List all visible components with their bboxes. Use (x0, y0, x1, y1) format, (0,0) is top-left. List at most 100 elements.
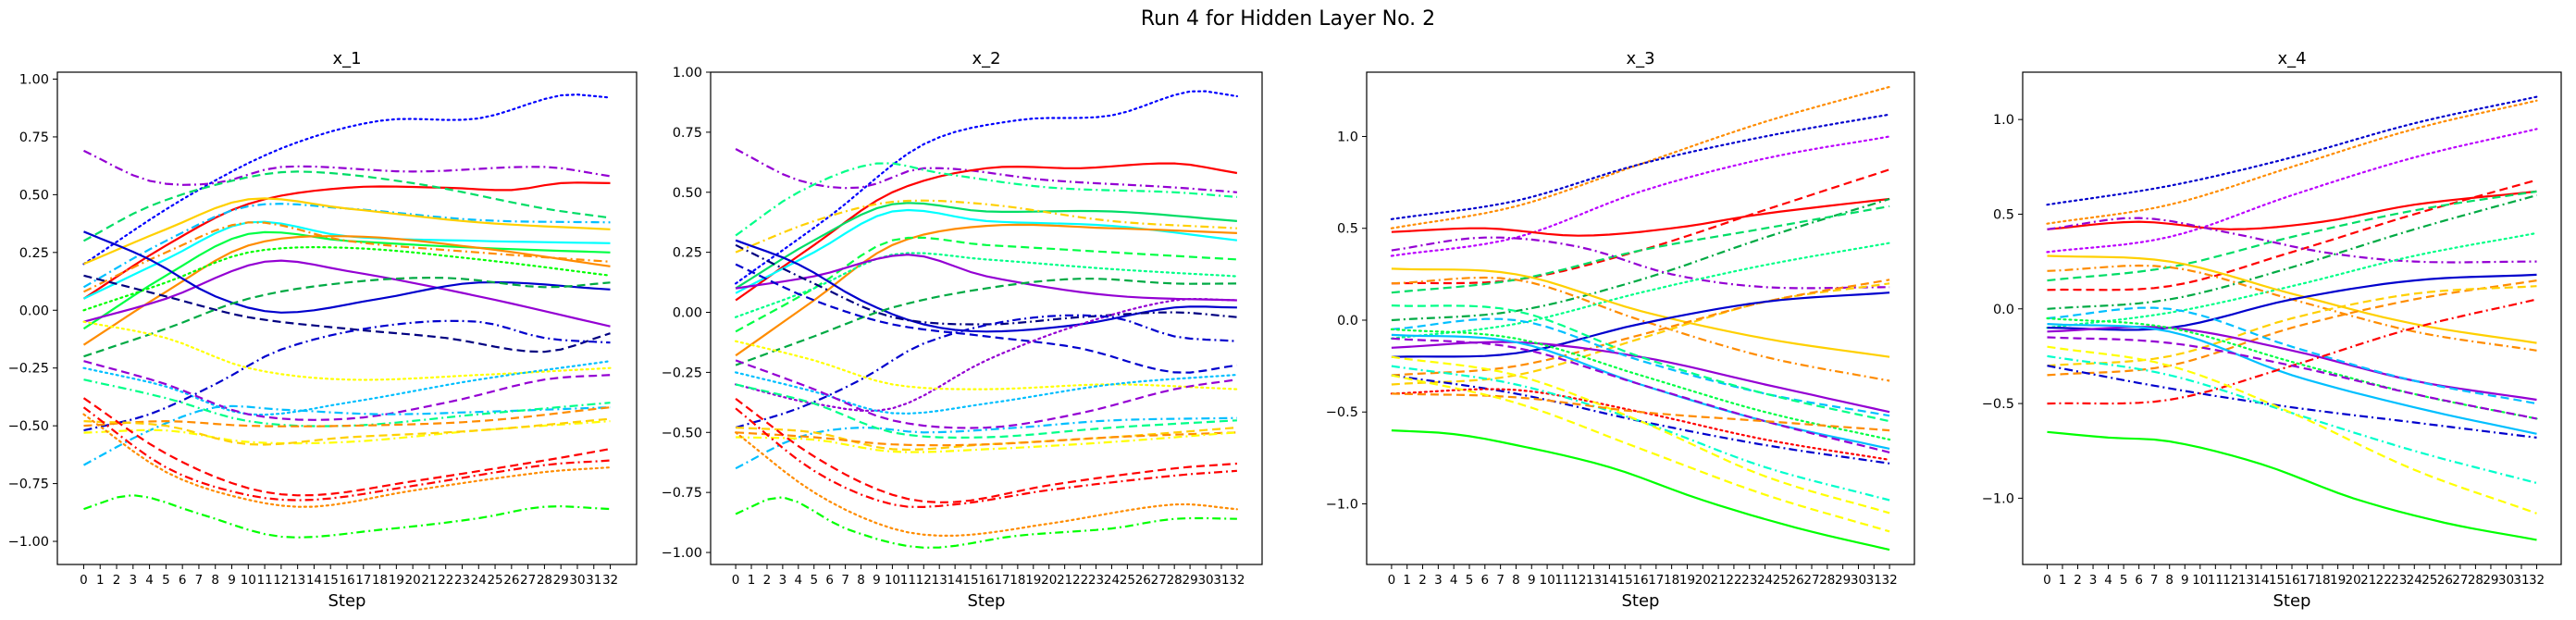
x-tick-label: 6 (179, 573, 187, 588)
series-group (735, 90, 1238, 549)
x-tick-label: 30 (2498, 573, 2514, 588)
series-line-19 (1391, 374, 1890, 465)
x-tick-label: 14 (1602, 573, 1617, 588)
x-tick-label: 25 (1773, 573, 1789, 588)
series-line-17 (83, 360, 611, 421)
x-tick-label: 0 (80, 573, 88, 588)
x-tick-label: 8 (1512, 573, 1520, 588)
x-tick-label: 6 (1481, 573, 1490, 588)
x-tick-label: 23 (454, 573, 470, 588)
x-tick-label: 11 (256, 573, 272, 588)
series-line-23 (2047, 430, 2537, 541)
x-tick-label: 21 (1710, 573, 1726, 588)
x-tick-label: 15 (323, 573, 339, 588)
x-tick-label: 26 (2437, 573, 2453, 588)
y-tick-label: −1.0 (1326, 497, 1358, 512)
x-tick-label: 22 (1726, 573, 1741, 588)
x-tick-label: 30 (1851, 573, 1866, 588)
y-tick-label: −0.75 (662, 486, 702, 501)
series-line-20 (2047, 336, 2537, 420)
x-tick-label: 31 (586, 573, 601, 588)
y-tick-label: 0.00 (673, 306, 702, 321)
series-line-8 (2046, 231, 2538, 329)
x-tick-label: 18 (1664, 573, 1679, 588)
x-tick-label: 23 (1741, 573, 1757, 588)
subplot-title: x_1 (332, 49, 361, 68)
series-line-11 (735, 239, 1237, 333)
series-line-13 (1391, 291, 1890, 358)
y-tick-label: 1.00 (673, 66, 702, 81)
series-line-25 (735, 398, 1237, 504)
series-line-11 (83, 259, 611, 328)
series-line-9 (2047, 254, 2537, 344)
x-tick-label: 24 (2407, 573, 2422, 588)
series-line-17 (735, 371, 1238, 415)
series-line-12 (83, 230, 611, 314)
series-line-5 (2047, 190, 2537, 282)
series-line-4 (735, 202, 1237, 290)
x-tick-label: 2 (113, 573, 121, 588)
x-tick-label: 18 (2314, 573, 2330, 588)
x-tick-label: 12 (273, 573, 289, 588)
x-tick-label: 17 (355, 573, 371, 588)
series-line-7 (735, 223, 1237, 357)
x-tick-label: 20 (1041, 573, 1057, 588)
subplot-x-3: x_30 1 2 3 4 5 6 7 8 9 10 11 12 13 14 15 16 17 18 19 20 21 22 2… (1326, 49, 1915, 611)
x-tick-label: 23 (2391, 573, 2407, 588)
x-tick-label: 28 (2468, 573, 2483, 588)
series-line-10 (82, 245, 612, 312)
series-line-1 (2046, 99, 2538, 225)
y-tick-label: 0.0 (1337, 314, 1358, 329)
series-line-15 (1391, 317, 1890, 417)
series-line-0 (2046, 95, 2538, 206)
x-tick-label: 12 (2223, 573, 2238, 588)
x-axis-label: Step (968, 591, 1006, 611)
x-tick-label: 8 (2165, 573, 2174, 588)
x-tick-label: 17 (994, 573, 1009, 588)
x-tick-label: 31 (1213, 573, 1229, 588)
x-axis-label: Step (1622, 591, 1660, 611)
subplot-title: x_2 (972, 49, 1000, 68)
x-tick-label: 11 (900, 573, 916, 588)
x-tick-label: 13 (2238, 573, 2254, 588)
x-tick-label: 19 (1679, 573, 1695, 588)
y-tick-label: −1.00 (8, 535, 49, 550)
x-tick-label: 15 (962, 573, 978, 588)
series-line-10 (1391, 276, 1890, 382)
series-line-26 (82, 413, 612, 508)
x-tick-label: 22 (1072, 573, 1088, 588)
series-line-6 (1391, 205, 1890, 294)
series-line-23 (736, 431, 1237, 447)
x-tick-label: 1 (2059, 573, 2067, 588)
x-tick-label: 5 (1466, 573, 1474, 588)
x-tick-label: 1 (96, 573, 105, 588)
series-line-8 (83, 221, 611, 293)
y-tick-label: −0.5 (1326, 405, 1358, 420)
x-tick-label: 13 (1586, 573, 1602, 588)
subplot-title: x_4 (2277, 49, 2306, 68)
y-tick-label: 1.0 (1337, 130, 1358, 144)
x-tick-label: 1 (1403, 573, 1411, 588)
y-tick-label: 0.75 (673, 126, 702, 141)
series-line-16 (735, 340, 1238, 391)
x-tick-label: 19 (389, 573, 404, 588)
series-line-14 (1391, 341, 1890, 414)
series-line-24 (1391, 392, 1890, 432)
x-tick-label: 11 (1554, 573, 1570, 588)
x-tick-label: 1 (748, 573, 756, 588)
x-tick-label: 32 (1229, 573, 1245, 588)
x-tick-label: 7 (195, 573, 204, 588)
x-tick-label: 10 (1539, 573, 1554, 588)
series-line-9 (1391, 267, 1890, 358)
x-tick-label: 29 (1835, 573, 1851, 588)
x-tick-label: 24 (1757, 573, 1773, 588)
x-tick-label: 28 (1819, 573, 1835, 588)
x-tick-label: 7 (1496, 573, 1505, 588)
x-tick-label: 24 (471, 573, 487, 588)
series-group (1390, 85, 1891, 552)
x-tick-label: 32 (2529, 573, 2545, 588)
y-tick-label: 0.50 (673, 186, 702, 201)
x-tick-label: 11 (2208, 573, 2223, 588)
series-line-24 (736, 431, 1237, 453)
series-line-19 (735, 314, 1237, 429)
